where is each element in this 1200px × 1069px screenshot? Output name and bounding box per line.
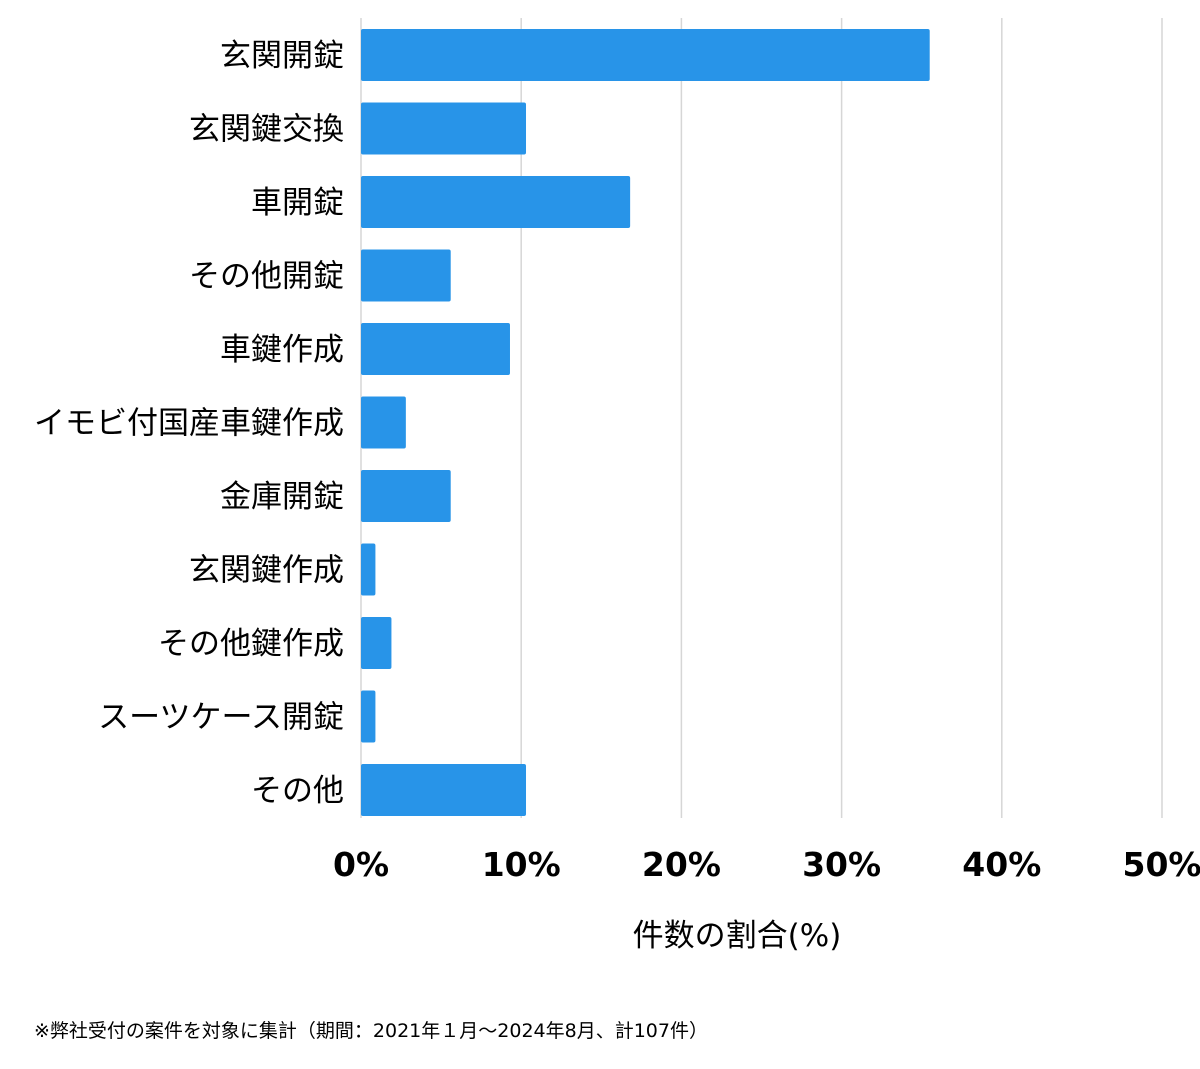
bar: [361, 102, 527, 155]
category-label: イモビ付国産車鍵作成: [34, 406, 344, 442]
bar: [361, 249, 451, 302]
category-label: その他: [251, 773, 344, 809]
x-tick-labels: 0% 10% 20% 30% 40% 50%: [333, 845, 1200, 884]
bar: [361, 29, 930, 81]
x-tick-label: 30%: [802, 845, 881, 884]
bar-chart: 玄関開錠玄関鍵交換車開錠その他開錠車鍵作成イモビ付国産車鍵作成金庫開錠玄関鍵作成…: [34, 18, 1200, 954]
x-tick-label: 50%: [1123, 845, 1200, 884]
category-label: その他開錠: [189, 259, 344, 295]
category-label: 車鍵作成: [220, 332, 344, 368]
bar: [361, 396, 406, 449]
x-tick-label: 20%: [642, 845, 721, 884]
bar: [361, 764, 527, 816]
category-labels: 玄関開錠玄関鍵交換車開錠その他開錠車鍵作成イモビ付国産車鍵作成金庫開錠玄関鍵作成…: [34, 38, 344, 809]
category-label: 玄関鍵作成: [189, 553, 344, 589]
category-label: その他鍵作成: [158, 626, 344, 662]
bar: [361, 617, 392, 669]
category-label: 車開錠: [251, 185, 344, 221]
footnote: ※弊社受付の案件を対象に集計（期間：2021年１月〜2024年8月、計107件）: [34, 1020, 708, 1042]
bar: [361, 690, 376, 743]
x-tick-label: 0%: [333, 845, 389, 884]
category-label: スーツケース開錠: [98, 700, 344, 736]
x-tick-label: 10%: [482, 845, 561, 884]
bar: [361, 176, 631, 228]
bar: [361, 543, 376, 596]
bar: [361, 323, 510, 375]
x-tick-label: 40%: [962, 845, 1041, 884]
category-label: 玄関鍵交換: [189, 112, 344, 148]
category-label: 玄関開錠: [220, 38, 344, 74]
category-label: 金庫開錠: [220, 479, 344, 515]
bar: [361, 470, 451, 522]
bars: [361, 29, 930, 816]
x-axis-title: 件数の割合(%): [633, 918, 842, 954]
